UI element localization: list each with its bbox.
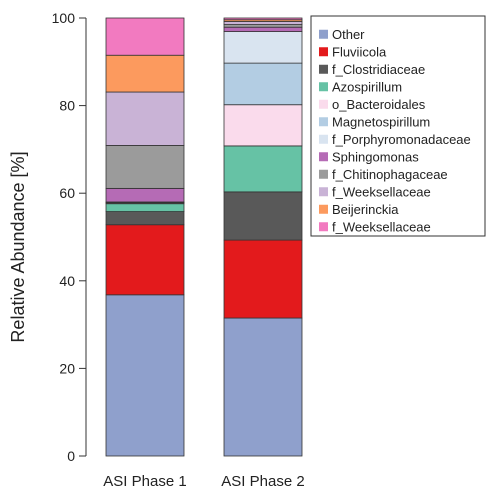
bar-segment — [105, 211, 185, 226]
legend-swatch — [319, 152, 328, 162]
legend-entry: Azospirillum — [332, 79, 402, 94]
legend-swatch — [319, 187, 328, 197]
bar-segment — [223, 104, 303, 147]
legend-entry: Other — [332, 27, 365, 42]
bar-segment — [105, 54, 185, 93]
legend-entry: Sphingomonas — [332, 149, 419, 164]
legend-entry: Magnetospirillum — [332, 114, 430, 129]
bar-segment — [223, 21, 303, 25]
bar-segment — [105, 187, 185, 203]
bar-segment — [223, 191, 303, 241]
bar-segment — [223, 26, 303, 32]
bar-segment — [223, 17, 303, 21]
y-tick-label: 40 — [59, 273, 75, 289]
legend-entry: f_Porphyromonadaceae — [332, 132, 471, 147]
legend-swatch — [319, 47, 328, 57]
y-axis-label: Relative Abundance [%] — [8, 151, 28, 342]
x-axis-labels: ASI Phase 1 ASI Phase 2 — [103, 473, 304, 490]
legend-entry: Beijerinckia — [332, 202, 399, 217]
bar-segment — [105, 203, 185, 212]
legend-swatch — [319, 82, 328, 92]
legend-swatch — [319, 64, 328, 74]
legend-entry: f_Weeksellaceae — [332, 184, 431, 199]
bar-segment — [105, 17, 185, 56]
legend-swatch — [319, 204, 328, 214]
x-tick-label: ASI Phase 2 — [221, 473, 304, 490]
y-tick-label: 0 — [67, 448, 75, 464]
legend-swatch — [319, 134, 328, 144]
legend-swatch — [319, 169, 328, 179]
legend-swatch — [319, 117, 328, 127]
bar-segment — [105, 145, 185, 189]
legend-entry: f_Weeksellaceae — [332, 219, 431, 234]
y-tick-label: 20 — [59, 360, 75, 376]
legend-entry: f_Chitinophagaceae — [332, 167, 448, 182]
bar-segment — [105, 294, 185, 457]
y-tick-label: 60 — [59, 185, 75, 201]
bar-segment — [105, 91, 185, 146]
legend: Other Fluviicola f_Clostridiaceae Azospiril… — [310, 15, 486, 237]
legend-box — [310, 15, 486, 237]
bar-segment — [223, 31, 303, 64]
legend-swatch — [319, 29, 328, 39]
bars — [105, 17, 303, 457]
legend-swatch — [319, 99, 328, 109]
legend-swatch — [319, 222, 328, 232]
y-tick-label: 80 — [59, 98, 75, 114]
legend-entry: f_Clostridiaceae — [332, 62, 425, 77]
bar-segment — [223, 317, 303, 457]
y-axis: 0 20 40 60 80 100 — [52, 10, 87, 464]
x-tick-label: ASI Phase 1 — [103, 473, 186, 490]
bar-segment — [105, 224, 185, 296]
bar-segment — [223, 62, 303, 106]
y-tick-label: 100 — [52, 10, 76, 26]
bar-segment — [223, 239, 303, 319]
legend-entry: o_Bacteroidales — [332, 97, 426, 112]
bar-segment — [223, 145, 303, 193]
legend-entry: Fluviicola — [332, 44, 387, 59]
